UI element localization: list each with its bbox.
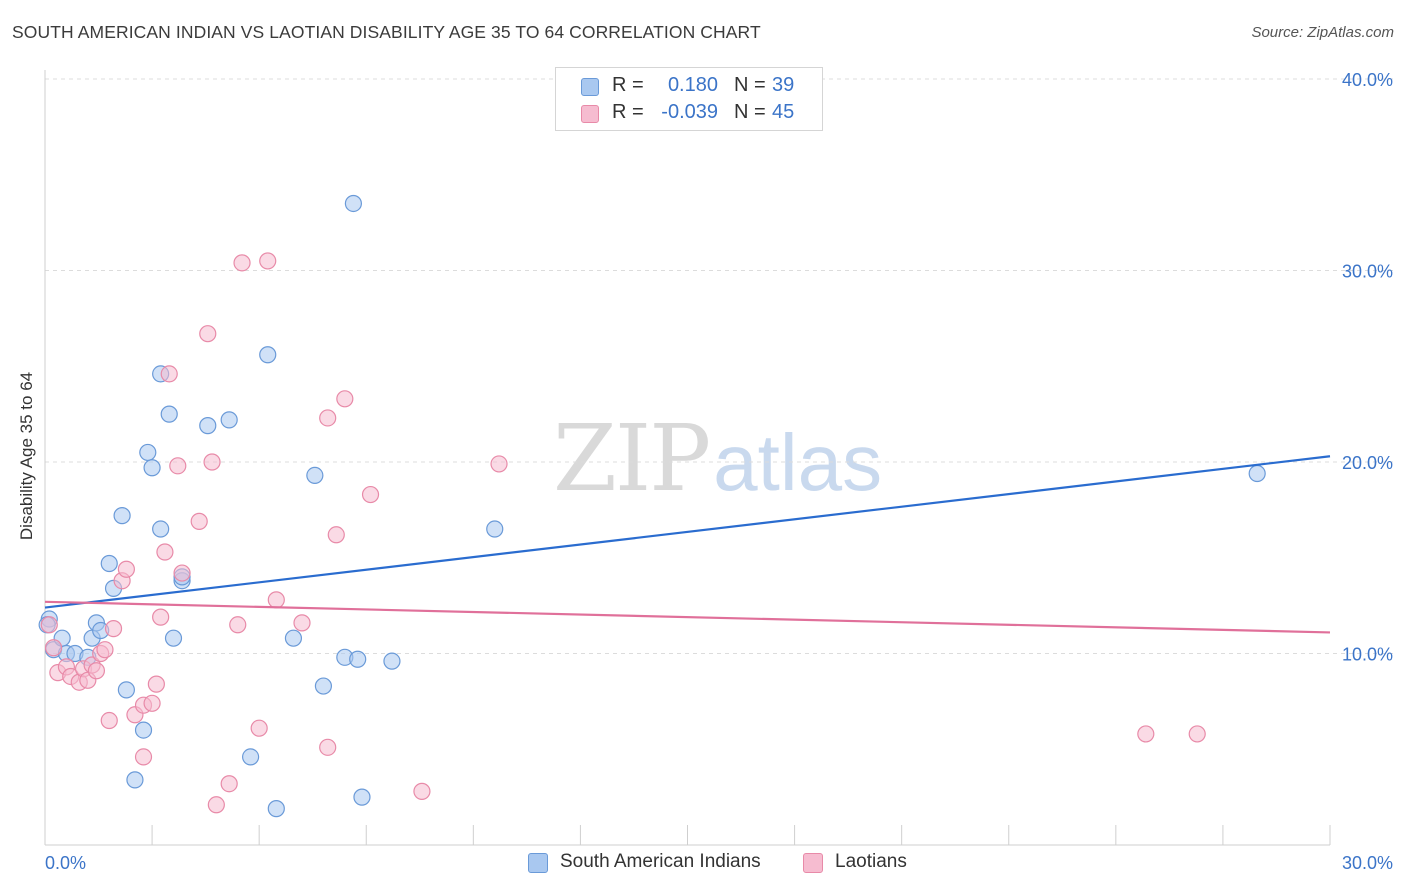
south-american-indian-point (113, 507, 131, 525)
legend-label: South American Indians (560, 851, 761, 872)
data-points (38, 194, 1266, 818)
laotian-point (413, 782, 431, 800)
laotian-point (104, 620, 123, 638)
laotian-point (173, 564, 191, 582)
trend-lines (44, 455, 1331, 634)
y-tick-label: 30.0% (1342, 262, 1393, 282)
n-label: N = (734, 74, 766, 96)
laotian-point (152, 608, 170, 626)
stats-legend: R = 0.180 N = 39 R = -0.039 N = 45 (555, 67, 823, 131)
laotian-point (143, 694, 161, 712)
south-american-indian-point (160, 405, 178, 423)
x-tick-label: 0.0% (45, 853, 86, 873)
south-american-indian-point (199, 417, 217, 435)
laotian-point (100, 711, 118, 730)
laotian-point (361, 485, 380, 504)
stats-row-pink: R = -0.039 N = 45 (556, 100, 822, 128)
south-american-indian-point (306, 466, 324, 485)
r-value: -0.039 (661, 101, 718, 123)
laotian-point (40, 616, 58, 634)
south-american-indian-point (139, 443, 157, 462)
laotian-point (207, 796, 225, 814)
laotian-point (190, 512, 208, 530)
south-american-indian-point (353, 788, 371, 806)
laotian-point (250, 719, 268, 737)
south-american-indian-point (126, 771, 144, 789)
south-american-indian-point (134, 721, 153, 739)
laotian-point (203, 453, 221, 471)
blue-trend-line (44, 455, 1331, 609)
laotian-point (87, 662, 106, 680)
laotian-point (319, 738, 337, 756)
grid-lines (45, 78, 1395, 654)
south-american-indian-point (152, 520, 170, 538)
south-american-indian-point (383, 652, 401, 670)
n-label: N = (734, 101, 766, 123)
laotian-point (160, 365, 178, 383)
n-value: 39 (772, 74, 795, 96)
laotian-point (199, 325, 217, 343)
laotian-point (267, 591, 285, 609)
blue-swatch (581, 78, 599, 96)
south-american-indian-point (284, 629, 303, 647)
laotian-point (293, 614, 311, 632)
laotian-point (229, 616, 247, 634)
laotian-point (44, 639, 63, 657)
laotian-point (327, 526, 345, 544)
south-american-indian-point (486, 520, 504, 538)
y-tick-label: 10.0% (1342, 645, 1393, 665)
source-label: Source: ZipAtlas.com (1251, 24, 1394, 41)
pink-swatch (803, 853, 823, 873)
south-american-indian-point (164, 629, 183, 647)
south-american-indian-point (344, 194, 362, 213)
laotian-point (233, 254, 251, 272)
south-american-indian-point (100, 554, 118, 573)
south-american-indian-point (314, 677, 333, 695)
laotian-point (259, 252, 277, 270)
south-american-indian-point (259, 346, 277, 364)
n-value: 45 (772, 101, 795, 123)
y-tick-label: 20.0% (1342, 453, 1393, 473)
laotian-point (319, 409, 337, 427)
laotian-point (1137, 725, 1155, 743)
axes (44, 70, 1331, 846)
laotian-point (169, 457, 187, 475)
stats-row-blue: R = 0.180 N = 39 (556, 73, 822, 101)
south-american-indian-point (349, 650, 367, 668)
r-value: 0.180 (667, 74, 718, 96)
tick-labels: 10.0% 20.0% 30.0% 40.0% 0.0% 30.0% (45, 70, 1393, 873)
laotian-point (134, 748, 153, 766)
y-tick-label: 40.0% (1342, 70, 1393, 90)
laotian-point (147, 675, 165, 693)
pink-trend-line (44, 600, 1331, 634)
south-american-indian-point (267, 800, 285, 818)
south-american-indian-point (143, 459, 161, 477)
r-label: R = (612, 74, 644, 96)
south-american-indian-point (220, 411, 238, 429)
south-american-indian-point (1248, 464, 1266, 483)
south-american-indian-point (117, 681, 135, 699)
y-axis-label: Disability Age 35 to 64 (17, 371, 36, 541)
laotian-point (336, 390, 354, 408)
laotian-point (96, 641, 114, 659)
laotian-point (220, 775, 238, 793)
south-american-indian-point (242, 748, 260, 766)
blue-swatch (528, 853, 548, 873)
chart-title: SOUTH AMERICAN INDIAN VS LAOTIAN DISABIL… (12, 22, 761, 42)
pink-swatch (581, 105, 599, 123)
laotian-point (117, 560, 135, 578)
laotian-point (1188, 725, 1206, 743)
x-tick-label: 30.0% (1342, 853, 1393, 873)
laotian-point (490, 455, 508, 473)
legend-label: Laotians (835, 851, 907, 872)
laotian-point (156, 543, 174, 561)
r-label: R = (612, 101, 644, 123)
